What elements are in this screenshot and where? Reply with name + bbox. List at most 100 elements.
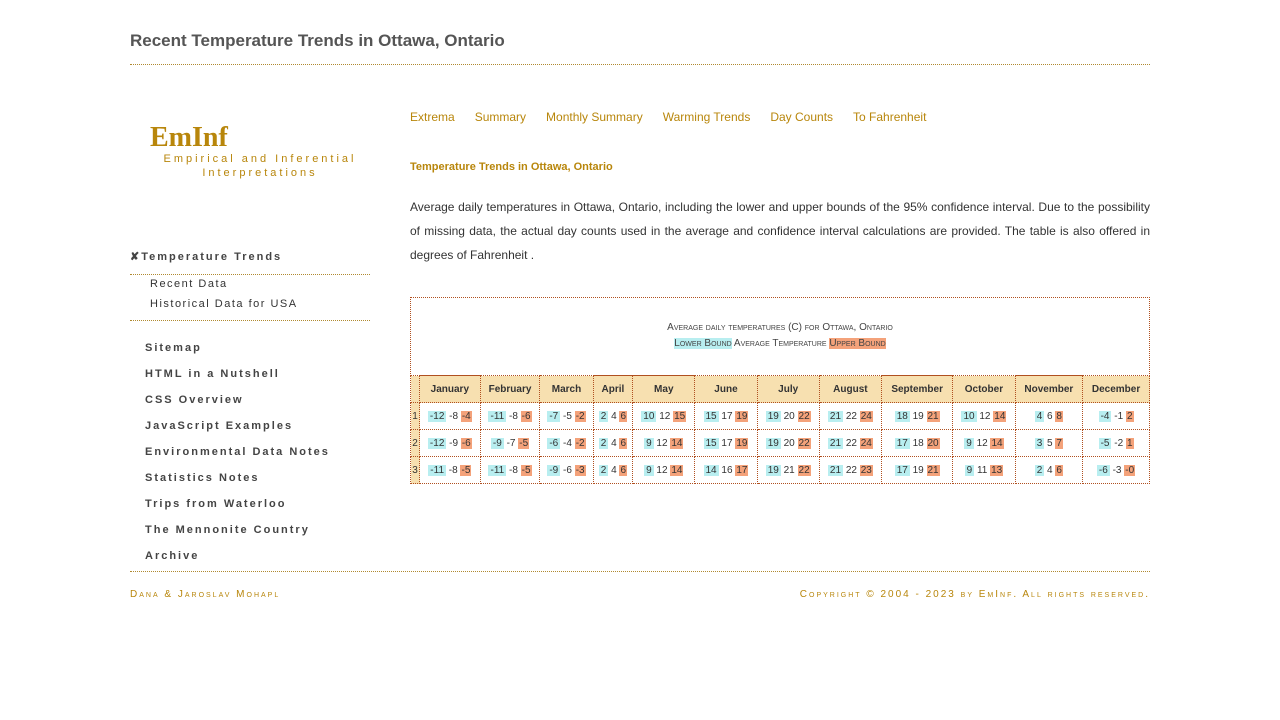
- table-cell: 15 17 19: [694, 402, 758, 430]
- lower-bound-value: -6: [1096, 464, 1110, 476]
- sidebar-item-javascript[interactable]: JavaScript Examples: [145, 420, 294, 432]
- sidebar-item-historical-data[interactable]: Historical Data for USA: [150, 298, 298, 310]
- lower-bound-value: 19: [765, 410, 781, 422]
- table-caption: Average daily temperatures (C) for Ottaw…: [410, 297, 1150, 376]
- average-value: 6: [1047, 410, 1053, 422]
- lower-bound-value: -9: [490, 437, 504, 449]
- month-header: January: [419, 375, 481, 403]
- lower-bound-value: 2: [1034, 464, 1045, 476]
- average-value: 12: [979, 410, 991, 422]
- month-header: November: [1014, 375, 1084, 403]
- table-cell: 4 6 8: [1014, 402, 1084, 430]
- site-logo[interactable]: EmInf: [150, 122, 228, 153]
- nav-link-to-fahrenheit[interactable]: To Fahrenheit: [853, 110, 927, 124]
- sidebar-item-archive[interactable]: Archive: [145, 550, 200, 562]
- sidebar-item-trips[interactable]: Trips from Waterloo: [145, 498, 287, 510]
- nav-link-warming-trends[interactable]: Warming Trends: [662, 110, 751, 124]
- table-cell: -7 -5 -2: [539, 402, 594, 430]
- table-cell: 19 21 22: [756, 456, 820, 484]
- upper-bound-value: 6: [619, 410, 627, 422]
- average-value: -8: [449, 410, 459, 422]
- table-cell: -12 -8 -4: [419, 402, 481, 430]
- lower-bound-value: -12: [427, 410, 447, 422]
- table-cell: 2 4 6: [592, 456, 634, 484]
- upper-bound-value: 2: [1125, 410, 1134, 422]
- average-value: 21: [783, 464, 795, 476]
- table-cell: 18 19 21: [880, 402, 954, 430]
- table-cell: 9 12 14: [632, 429, 696, 457]
- lower-bound-value: 18: [894, 410, 910, 422]
- table-cell: -9 -7 -5: [479, 429, 541, 457]
- footer-copyright: Copyright © 2004 - 2023 by EmInf. All ri…: [799, 589, 1150, 600]
- month-header: December: [1082, 375, 1150, 403]
- sidebar-item-mennonite[interactable]: The Mennonite Country: [145, 524, 310, 536]
- sidebar-divider: [130, 320, 370, 321]
- nav-link-summary[interactable]: Summary: [474, 110, 527, 124]
- nav-link-monthly-summary[interactable]: Monthly Summary: [546, 110, 643, 124]
- lower-bound-value: 2: [598, 464, 609, 476]
- footer-divider: [130, 571, 1150, 572]
- upper-bound-value: 19: [735, 437, 749, 449]
- row-index-header: [410, 375, 420, 403]
- sidebar-item-recent-data[interactable]: Recent Data: [150, 278, 228, 290]
- lower-bound-value: 4: [1034, 410, 1045, 422]
- upper-bound-value: 6: [619, 464, 627, 476]
- table-cell: -4 -1 2: [1082, 402, 1150, 430]
- upper-bound-value: 21: [926, 410, 940, 422]
- average-value: 4: [1047, 464, 1053, 476]
- upper-bound-value: -2: [574, 437, 586, 449]
- nav-link-day-counts[interactable]: Day Counts: [770, 110, 834, 124]
- sidebar-item-statistics[interactable]: Statistics Notes: [145, 472, 260, 484]
- average-value: -9: [449, 437, 459, 449]
- table-cell: 2 4 6: [592, 402, 634, 430]
- average-value: -3: [1112, 464, 1122, 476]
- site-tagline: Empirical and Inferential Interpretation…: [163, 153, 357, 179]
- upper-bound-value: 22: [797, 437, 811, 449]
- month-header: September: [880, 375, 954, 403]
- table-cell: 19 20 22: [756, 402, 820, 430]
- lower-bound-value: 17: [894, 464, 910, 476]
- average-value: 12: [976, 437, 988, 449]
- table-cell: 9 11 13: [952, 456, 1016, 484]
- month-header: May: [632, 375, 696, 403]
- nav-link-extrema[interactable]: Extrema: [410, 110, 455, 124]
- lower-bound-value: -11: [488, 410, 507, 422]
- upper-bound-value: 1: [1125, 437, 1134, 449]
- table-body: 1 -12 -8 -4 -11 -8 -6 -7 -5 -2 2 4 6 10 12 15…: [410, 402, 1150, 484]
- lower-bound-value: -4: [1098, 410, 1112, 422]
- month-header: June: [694, 375, 758, 403]
- top-nav: Extrema Summary Monthly Summary Warming Tre…: [410, 110, 946, 124]
- month-header: April: [592, 375, 634, 403]
- average-value: 17: [721, 437, 733, 449]
- lower-bound-value: 2: [598, 437, 609, 449]
- upper-bound-value: 17: [735, 464, 749, 476]
- upper-bound-value: -3: [574, 464, 586, 476]
- average-value: 5: [1047, 437, 1053, 449]
- upper-bound-value: 14: [670, 464, 684, 476]
- table-cell: -6 -4 -2: [539, 429, 594, 457]
- upper-bound-value: 8: [1055, 410, 1063, 422]
- sidebar-item-css[interactable]: CSS Overview: [145, 394, 244, 406]
- sidebar-section-temperature-trends[interactable]: ✘Temperature Trends: [130, 250, 282, 263]
- average-value: -8: [448, 464, 458, 476]
- upper-bound-value: -0: [1124, 464, 1136, 476]
- table-cell: -9 -6 -3: [539, 456, 594, 484]
- sidebar-item-sitemap[interactable]: Sitemap: [145, 342, 202, 354]
- header-divider: [130, 64, 1150, 65]
- average-value: 11: [976, 464, 988, 476]
- table-header-row: January February March April May June July Augu…: [410, 375, 1150, 403]
- row-index: 2: [410, 429, 420, 457]
- sidebar-item-html[interactable]: HTML in a Nutshell: [145, 368, 280, 380]
- table-cell: -6 -3 -0: [1082, 456, 1150, 484]
- average-value: 22: [845, 464, 857, 476]
- sidebar-item-environmental[interactable]: Environmental Data Notes: [145, 446, 330, 458]
- table-cell: 3 5 7: [1014, 429, 1084, 457]
- upper-bound-value: 22: [797, 410, 811, 422]
- table-cell: 2 4 6: [592, 429, 634, 457]
- average-value: 4: [611, 464, 617, 476]
- table-cell: 9 12 14: [952, 429, 1016, 457]
- average-value: 12: [656, 437, 668, 449]
- table-cell: -12 -9 -6: [419, 429, 481, 457]
- lower-bound-value: 19: [765, 437, 781, 449]
- table-cell: 19 20 22: [756, 429, 820, 457]
